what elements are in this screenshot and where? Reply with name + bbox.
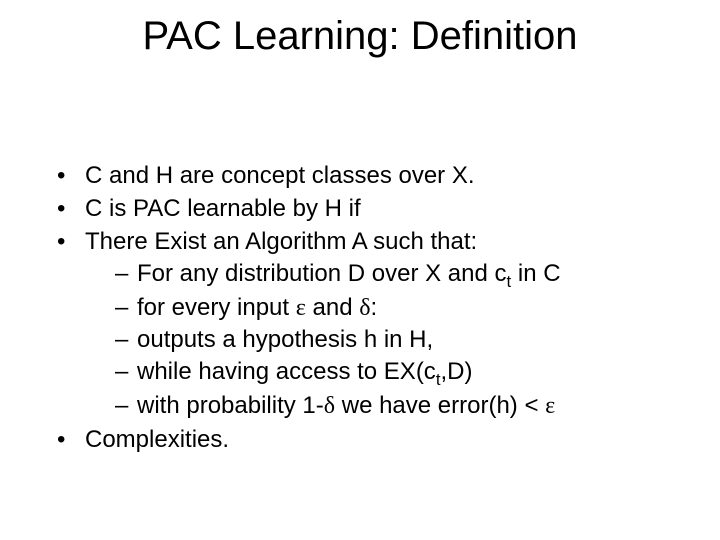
slide-title: PAC Learning: Definition [0, 0, 720, 59]
delta-symbol: δ [359, 295, 370, 321]
epsilon-symbol: ε [296, 295, 306, 321]
sub-bullet-item: outputs a hypothesis h in H, [115, 324, 675, 355]
sub-bullet-text: outputs a hypothesis h in H, [137, 326, 433, 353]
sub-bullet-text: with probability 1- [137, 392, 324, 419]
bullet-text: C is PAC learnable by H if [85, 195, 361, 222]
slide: PAC Learning: Definition C and H are con… [0, 0, 720, 540]
sub-bullet-text: while having access to EX(c [137, 358, 436, 385]
bullet-item: There Exist an Algorithm A such that: Fo… [55, 226, 675, 422]
bullet-text: There Exist an Algorithm A such that: [85, 228, 477, 255]
bullet-list-level2: For any distribution D over X and ct in … [85, 258, 675, 423]
sub-bullet-text: for every input [137, 294, 296, 321]
sub-bullet-text: and [306, 294, 359, 321]
bullet-item: Complexities. [55, 424, 675, 455]
sub-bullet-text: in C [511, 260, 560, 287]
delta-symbol: δ [324, 393, 335, 419]
sub-bullet-item: with probability 1-δ we have error(h) < … [115, 390, 675, 422]
bullet-list-level1: C and H are concept classes over X. C is… [55, 160, 675, 456]
sub-bullet-text: we have error(h) < [335, 392, 545, 419]
sub-bullet-text: : [371, 294, 378, 321]
bullet-item: C and H are concept classes over X. [55, 160, 675, 191]
sub-bullet-text: ,D) [440, 358, 472, 385]
sub-bullet-text: For any distribution D over X and c [137, 260, 507, 287]
sub-bullet-item: For any distribution D over X and ct in … [115, 258, 675, 293]
bullet-item: C is PAC learnable by H if [55, 193, 675, 224]
sub-bullet-item: while having access to EX(ct,D) [115, 356, 675, 391]
bullet-text: C and H are concept classes over X. [85, 162, 475, 189]
bullet-text: Complexities. [85, 426, 229, 453]
slide-body: C and H are concept classes over X. C is… [55, 160, 675, 458]
epsilon-symbol: ε [545, 393, 555, 419]
sub-bullet-item: for every input ε and δ: [115, 292, 675, 324]
